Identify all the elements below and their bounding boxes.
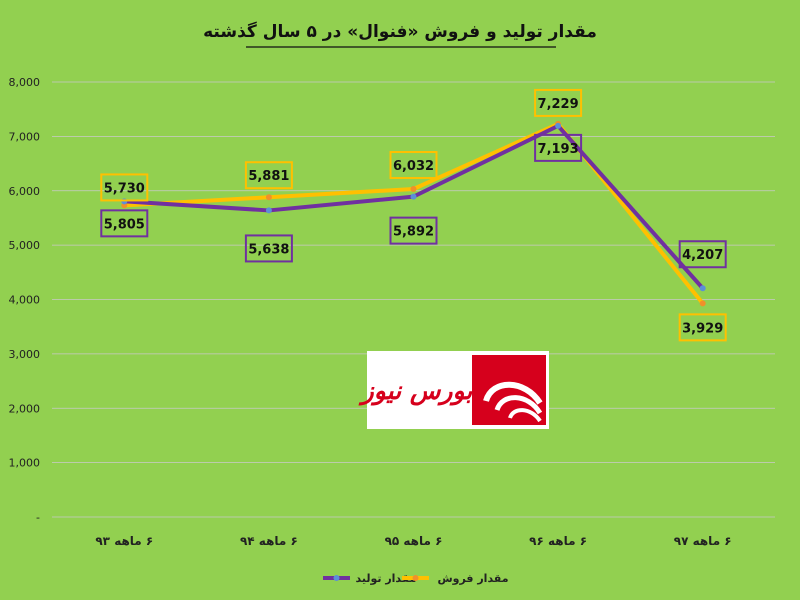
data-point [410,193,417,200]
data-label-box [534,88,583,117]
y-tick-label: 5,000 [9,239,41,252]
data-point [265,207,272,214]
data-label-box [389,151,438,180]
logo-text: بورس نیوز [358,376,474,406]
data-label: 7,229 [538,97,579,112]
y-tick-label: 3,000 [9,348,41,361]
data-label-box [534,133,583,162]
series-line [122,123,705,291]
data-point [699,300,706,307]
data-label: 6,032 [393,159,434,174]
x-tick-label: ۶ ماهه ۹۴ [240,534,298,548]
data-label: 7,193 [538,142,579,157]
logo-arc-icon [508,408,542,423]
series-line [122,121,705,306]
data-label: 4,207 [682,248,723,263]
data-label: 5,805 [104,217,145,232]
data-label-box [100,209,149,238]
legend: مقدار تولید مقدار فروش [323,572,509,585]
y-tick-label: 4,000 [9,294,41,307]
data-label-box [100,173,149,202]
logo-arc-icon [494,395,543,415]
y-tick-label: 2,000 [9,402,41,415]
y-tick-label: 7,000 [9,130,41,143]
data-label: 5,892 [393,225,434,240]
y-tick-label: 1,000 [9,457,41,470]
series-layer [121,120,706,307]
legend-label: مقدار فروش [437,572,508,585]
legend-marker [333,575,340,581]
chart-title: مقدار تولید و فروش «فنوال» در ۵ سال گذشت… [203,21,597,42]
data-point [555,122,562,129]
x-tick-label: ۶ ماهه ۹۵ [385,534,443,548]
watermark-logo: بورس نیوز [358,351,549,429]
data-label-box [389,216,438,245]
x-tick-label: ۶ ماهه ۹۷ [674,534,732,548]
data-label: 5,730 [104,181,145,196]
x-tick-label: ۶ ماهه ۹۶ [529,534,587,548]
logo-arc-icon [483,381,543,405]
data-label-box [244,161,293,190]
data-label: 5,638 [248,242,289,257]
data-label-layer: 5,805 5,638 5,892 7,193 4,207 5,730 5,881 6,032… [100,88,727,342]
legend-label: مقدار تولید [355,572,416,585]
data-point [699,285,706,292]
data-label-box [244,234,293,263]
x-tick-label: ۶ ماهه ۹۳ [95,534,153,548]
legend-marker [412,575,419,581]
data-label: 5,881 [248,169,289,184]
y-tick-label: 6,000 [9,185,41,198]
data-point [265,194,272,201]
y-tick-label: - [36,511,40,524]
data-label-box [678,313,727,342]
data-label-box [678,240,727,269]
y-tick-label: 8,000 [9,76,41,89]
data-label: 3,929 [682,321,723,336]
grid-layer: - 1,000 2,000 3,000 4,000 5,000 6,000 7,000 8,00… [9,76,775,548]
data-point [410,186,417,193]
